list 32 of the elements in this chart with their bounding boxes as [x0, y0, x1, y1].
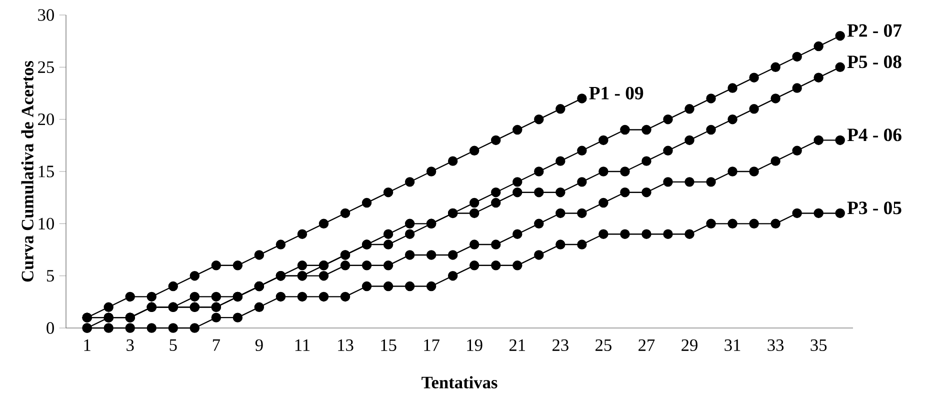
series-label: P1 - 09 [589, 86, 644, 100]
x-tick-label: 9 [255, 339, 263, 352]
x-tick-label: 7 [212, 339, 220, 351]
y-tick-label: 15 [38, 166, 54, 178]
x-tick-label: 17 [424, 339, 440, 351]
x-tick-label: 15 [381, 339, 396, 351]
x-tick-label: 21 [509, 339, 526, 351]
x-tick-label: 27 [638, 339, 655, 351]
x-tick-label: 29 [682, 339, 698, 352]
x-tick-label: 1 [84, 339, 90, 351]
x-tick-label: 25 [596, 339, 612, 352]
x-tick-label: 23 [552, 339, 568, 352]
y-tick-label: 0 [46, 322, 54, 334]
x-tick-label: 33 [768, 339, 784, 352]
x-axis-title: Tentativas [422, 376, 498, 388]
x-tick-label: 19 [467, 339, 482, 352]
x-tick-label: 5 [170, 339, 177, 351]
x-tick-label: 13 [338, 339, 354, 352]
x-tick-label: 11 [295, 339, 310, 351]
series-label: P5 - 08 [847, 56, 902, 68]
y-tick-label: 10 [38, 218, 54, 230]
x-tick-label: 35 [810, 339, 827, 352]
series-label: P3 - 05 [847, 202, 902, 214]
y-tick-label: 25 [38, 61, 54, 73]
x-tick-label: 3 [126, 339, 134, 352]
y-tick-label: 30 [38, 9, 54, 21]
x-tick-label: 31 [724, 339, 740, 352]
series-label: P4 - 06 [847, 128, 902, 142]
y-tick-label: 5 [46, 270, 54, 282]
y-tick-label: 20 [38, 113, 54, 126]
y-axis-title: Curva Cumulativa de Acertos [21, 60, 34, 282]
series-label: P2 - 07 [847, 24, 902, 37]
